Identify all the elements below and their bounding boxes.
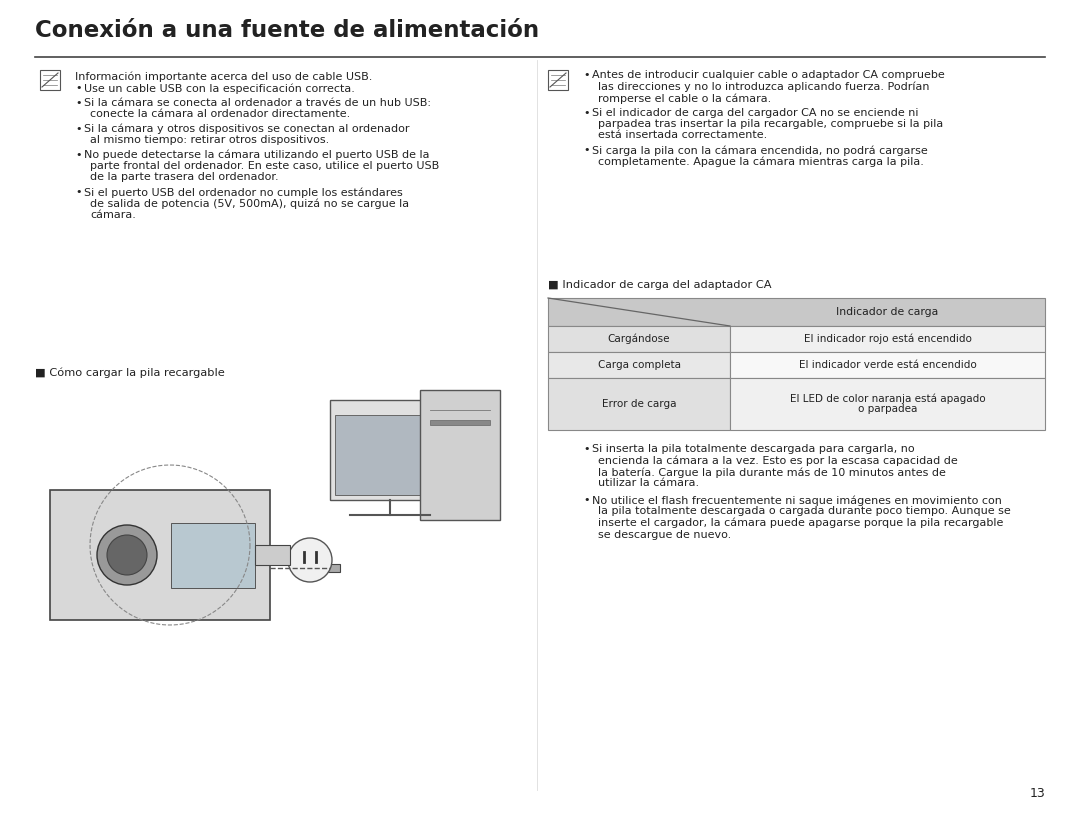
Text: Antes de introducir cualquier cable o adaptador CA compruebe: Antes de introducir cualquier cable o ad… (592, 70, 945, 80)
Text: parpadea tras insertar la pila recargable, compruebe si la pila: parpadea tras insertar la pila recargabl… (598, 119, 943, 129)
Text: 13: 13 (1029, 787, 1045, 800)
Text: •: • (583, 145, 590, 155)
Text: Si la cámara y otros dispositivos se conectan al ordenador: Si la cámara y otros dispositivos se con… (84, 124, 409, 134)
Text: romperse el cable o la cámara.: romperse el cable o la cámara. (598, 93, 771, 104)
Text: al mismo tiempo: retirar otros dispositivos.: al mismo tiempo: retirar otros dispositi… (90, 135, 329, 145)
Bar (548, 70, 568, 90)
Bar (430, 420, 490, 425)
Text: El indicador verde está encendido: El indicador verde está encendido (798, 360, 976, 370)
Text: •: • (75, 124, 81, 134)
Text: de la parte trasera del ordenador.: de la parte trasera del ordenador. (90, 173, 279, 183)
Text: Información importante acerca del uso de cable USB.: Información importante acerca del uso de… (75, 72, 373, 82)
Bar (40, 70, 60, 90)
Circle shape (97, 525, 157, 585)
Text: Si carga la pila con la cámara encendida, no podrá cargarse: Si carga la pila con la cámara encendida… (592, 145, 928, 156)
Text: Error de carga: Error de carga (602, 399, 676, 409)
Text: utilizar la cámara.: utilizar la cámara. (598, 478, 699, 488)
Bar (730, 326, 1045, 352)
Text: de salida de potencia (5V, 500mA), quizá no se cargue la: de salida de potencia (5V, 500mA), quizá… (90, 199, 409, 209)
Text: •: • (583, 495, 590, 505)
Circle shape (288, 538, 332, 582)
Text: cámara.: cámara. (90, 210, 136, 220)
Bar (548, 298, 1045, 326)
Text: ■ Indicador de carga del adaptador CA: ■ Indicador de carga del adaptador CA (548, 280, 771, 290)
Text: se descargue de nuevo.: se descargue de nuevo. (598, 530, 731, 540)
Text: No puede detectarse la cámara utilizando el puerto USB de la: No puede detectarse la cámara utilizando… (84, 149, 430, 160)
Text: •: • (583, 108, 590, 117)
Text: las direcciones y no lo introduzca aplicando fuerza. Podrían: las direcciones y no lo introduzca aplic… (598, 82, 930, 92)
Text: Si el puerto USB del ordenador no cumple los estándares: Si el puerto USB del ordenador no cumple… (84, 187, 403, 197)
Text: Carga completa: Carga completa (597, 360, 680, 370)
Bar (330, 400, 450, 500)
Text: completamente. Apague la cámara mientras carga la pila.: completamente. Apague la cámara mientras… (598, 156, 923, 167)
Text: Use un cable USB con la especificación correcta.: Use un cable USB con la especificación c… (84, 83, 355, 94)
Text: •: • (583, 444, 590, 454)
Text: Si la cámara se conecta al ordenador a través de un hub USB:: Si la cámara se conecta al ordenador a t… (84, 98, 431, 108)
Text: No utilice el flash frecuentemente ni saque imágenes en movimiento con: No utilice el flash frecuentemente ni sa… (592, 495, 1002, 505)
Bar (730, 378, 1045, 430)
Text: •: • (583, 70, 590, 80)
Text: Indicador de carga: Indicador de carga (836, 307, 939, 317)
Text: parte frontal del ordenador. En este caso, utilice el puerto USB: parte frontal del ordenador. En este cas… (90, 161, 440, 171)
Text: está insertada correctamente.: está insertada correctamente. (598, 130, 767, 140)
Text: inserte el cargador, la cámara puede apagarse porque la pila recargable: inserte el cargador, la cámara puede apa… (598, 518, 1003, 528)
Text: conecte la cámara al ordenador directamente.: conecte la cámara al ordenador directame… (90, 109, 350, 119)
Bar (325, 564, 340, 572)
Text: Si inserta la pila totalmente descargada para cargarla, no: Si inserta la pila totalmente descargada… (592, 444, 915, 454)
Text: •: • (75, 187, 81, 197)
Bar (420, 390, 500, 520)
Bar (335, 415, 445, 495)
Bar (548, 378, 730, 430)
Bar (255, 545, 291, 565)
Text: la pila totalmente descargada o cargada durante poco tiempo. Aunque se: la pila totalmente descargada o cargada … (598, 506, 1011, 517)
Text: ■ Cómo cargar la pila recargable: ■ Cómo cargar la pila recargable (35, 368, 225, 378)
Text: •: • (75, 98, 81, 108)
Text: Conexión a una fuente de alimentación: Conexión a una fuente de alimentación (35, 19, 539, 42)
Text: El LED de color naranja está apagado: El LED de color naranja está apagado (789, 394, 985, 403)
Text: Si el indicador de carga del cargador CA no se enciende ni: Si el indicador de carga del cargador CA… (592, 108, 918, 117)
Text: El indicador rojo está encendido: El indicador rojo está encendido (804, 334, 971, 344)
Circle shape (107, 535, 147, 575)
Text: •: • (75, 83, 81, 93)
Text: encienda la cámara a la vez. Esto es por la escasa capacidad de: encienda la cámara a la vez. Esto es por… (598, 456, 958, 466)
Text: o parpadea: o parpadea (858, 404, 917, 415)
Bar (548, 352, 730, 378)
Text: Cargándose: Cargándose (608, 334, 671, 344)
Bar (548, 326, 730, 352)
Text: la batería. Cargue la pila durante más de 10 minutos antes de: la batería. Cargue la pila durante más d… (598, 467, 946, 478)
Bar (730, 352, 1045, 378)
Text: •: • (75, 149, 81, 160)
Bar (171, 522, 255, 588)
Bar (50, 490, 270, 620)
